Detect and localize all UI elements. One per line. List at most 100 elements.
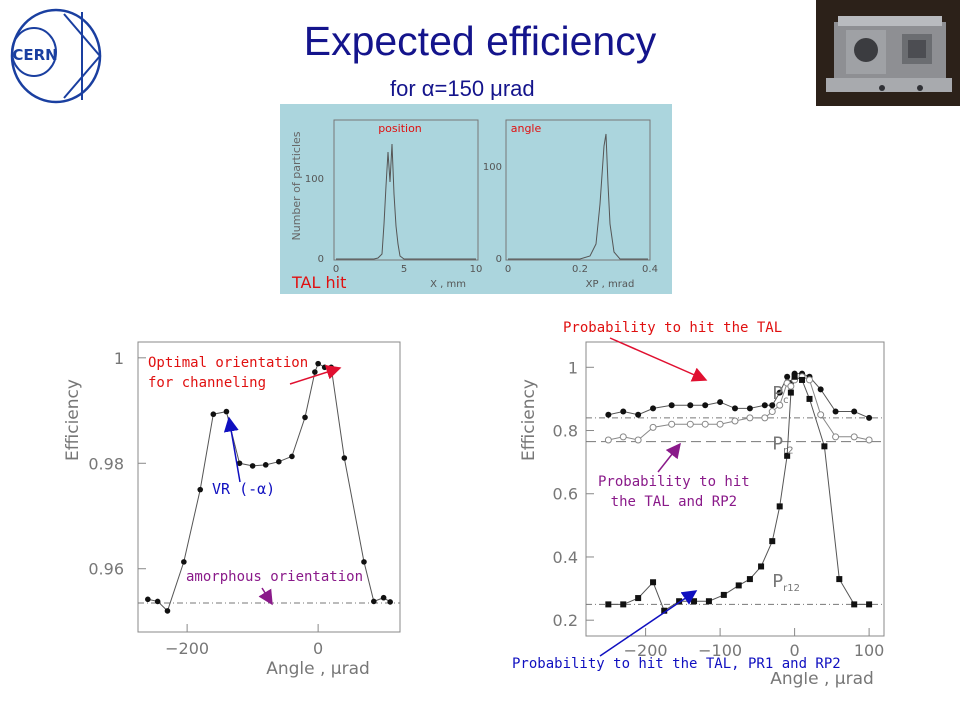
left-xticks: −200 0 — [165, 624, 323, 658]
right-point-pr12 — [650, 579, 657, 586]
annotation-prob-all: Probability to hit the TAL, PR1 and RP2 — [512, 656, 841, 672]
annotation-optimal-line1: Optimal orientation — [148, 355, 309, 371]
left-xlabel: Angle , μrad — [266, 659, 370, 679]
left-data-point — [223, 408, 230, 415]
left-data-point — [371, 598, 377, 605]
left-data-point — [236, 460, 243, 467]
right-point-pr2 — [746, 414, 754, 422]
left-data-point — [164, 608, 171, 614]
left-data-point — [302, 414, 308, 421]
left-series-line — [147, 362, 391, 612]
right-point-pc — [761, 402, 768, 409]
right-point-pr12 — [720, 591, 727, 598]
left-data-point — [197, 486, 204, 493]
annotation-vr: VR (-α) — [212, 480, 276, 498]
left-data-point — [341, 455, 348, 461]
left-data-point — [361, 559, 367, 565]
left-efficiency-chart: Efficiency Angle , μrad 0.96 0.98 1 −200 0 — [63, 341, 401, 679]
right-efficiency-chart: Efficiency Angle , μrad 0.20.40.60.81 −2… — [519, 341, 885, 689]
right-point-pr12 — [791, 373, 798, 380]
right-point-pr12 — [691, 598, 698, 605]
panel-label-position: position — [378, 122, 422, 135]
right-point-pr2 — [619, 433, 627, 441]
tal-hit-label: TAL hit — [291, 273, 346, 292]
right-point-pr12 — [735, 582, 742, 589]
inset-tick-right-0: 0 — [496, 254, 502, 265]
right-point-pc — [769, 402, 776, 409]
page-subtitle: for α=150 μrad — [390, 76, 535, 101]
annotation-prob-tal: Probability to hit the TAL — [563, 320, 783, 336]
right-yticks: 0.2 0.4 0.6 0.8 1 — [553, 358, 594, 630]
right-point-pc — [732, 405, 738, 412]
left-data-point — [210, 411, 217, 418]
right-xtick-label: −100 — [698, 641, 742, 660]
inset-ylabel: Number of particles — [290, 131, 303, 240]
right-point-pr12 — [866, 601, 873, 608]
right-ytick-label: 1 — [568, 358, 578, 377]
right-point-pc — [668, 402, 675, 409]
right-point-pc — [687, 402, 694, 409]
right-point-pc — [650, 405, 657, 412]
left-ytick-label: 0.96 — [88, 560, 124, 579]
left-data-point — [262, 462, 269, 468]
right-plot-frame — [585, 341, 885, 637]
right-point-pr12 — [787, 389, 794, 396]
right-point-pc — [784, 373, 791, 380]
right-point-pc — [851, 408, 858, 415]
right-point-pr2 — [787, 382, 795, 390]
right-point-pr2 — [761, 414, 769, 422]
left-data-point — [249, 463, 256, 469]
right-ytick-label: 0.8 — [553, 422, 578, 441]
inset-xlabel-right: XP , mrad — [586, 279, 635, 290]
right-point-pc — [605, 411, 612, 418]
right-series-labels: Pc Pr2 Pr12 — [772, 383, 800, 594]
left-data-point — [276, 458, 282, 465]
logo-text: CERN — [12, 46, 57, 64]
left-data-point — [181, 559, 187, 565]
right-point-pc — [817, 386, 824, 393]
right-point-pr12 — [851, 601, 858, 608]
right-point-pc — [620, 408, 627, 415]
right-point-pc — [866, 414, 873, 421]
right-point-pr12 — [705, 598, 712, 605]
right-point-pr12 — [784, 452, 791, 459]
annotation-optimal: Optimal orientation for channeling — [148, 353, 309, 393]
right-point-pr2 — [686, 420, 694, 428]
right-point-pr2 — [649, 423, 657, 431]
inset-tick-left-100: 100 — [305, 174, 324, 185]
annotation-amorphous: amorphous orientation — [186, 569, 364, 585]
right-ytick-label: 0.2 — [553, 611, 578, 630]
right-point-pr12 — [676, 598, 683, 605]
annotation-prob-rp2-line1: Probability to hit — [598, 474, 750, 490]
left-data-point — [380, 594, 387, 601]
right-point-pr2 — [850, 433, 858, 441]
right-point-pr2 — [832, 433, 840, 441]
inset-xtick-a02: 0.2 — [572, 264, 588, 275]
left-ytick-label: 1 — [114, 349, 124, 368]
inset-xtick-10: 10 — [470, 264, 483, 275]
right-xtick-label: 100 — [854, 641, 885, 660]
left-data-point — [145, 596, 151, 603]
right-point-pc — [702, 402, 709, 409]
right-series-label-pc: Pc — [772, 383, 788, 406]
left-xtick-label: 0 — [313, 639, 323, 658]
inset-xlabel-left: X , mm — [430, 279, 466, 290]
inset-xtick-a04: 0.4 — [642, 264, 658, 275]
right-point-pc — [832, 408, 839, 415]
angle-histogram — [508, 133, 648, 260]
right-point-pr12 — [806, 395, 813, 402]
position-panel-frame — [333, 119, 479, 261]
left-xtick-label: −200 — [165, 639, 209, 658]
left-data-point — [312, 369, 318, 375]
right-point-pr12 — [620, 601, 627, 608]
right-point-pc — [746, 405, 753, 412]
cern-logo: CERN — [4, 4, 108, 108]
left-yticks: 0.96 0.98 1 — [88, 349, 146, 579]
right-point-pr12 — [799, 376, 806, 383]
right-point-pc — [776, 389, 783, 396]
right-xtick-label: 0 — [790, 641, 800, 660]
left-plot-frame — [137, 341, 401, 633]
right-series-line-pc — [608, 373, 870, 419]
right-point-pr2 — [668, 420, 676, 428]
left-data-point — [387, 599, 393, 605]
